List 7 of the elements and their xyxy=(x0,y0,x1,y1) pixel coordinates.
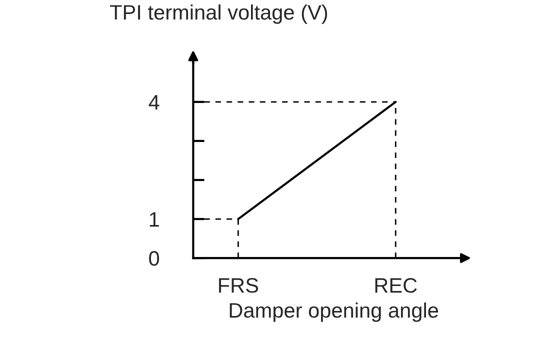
x-axis-title: Damper opening angle xyxy=(230,302,438,322)
x-tick-label: FRS xyxy=(219,278,258,293)
y-tick-label: 4 xyxy=(148,95,160,110)
y-tick-label: 1 xyxy=(150,212,159,227)
y-tick-label: 0 xyxy=(149,251,160,266)
y-axis-title: TPI terminal voltage (V) xyxy=(110,4,328,24)
x-tick-label: REC xyxy=(375,278,417,293)
